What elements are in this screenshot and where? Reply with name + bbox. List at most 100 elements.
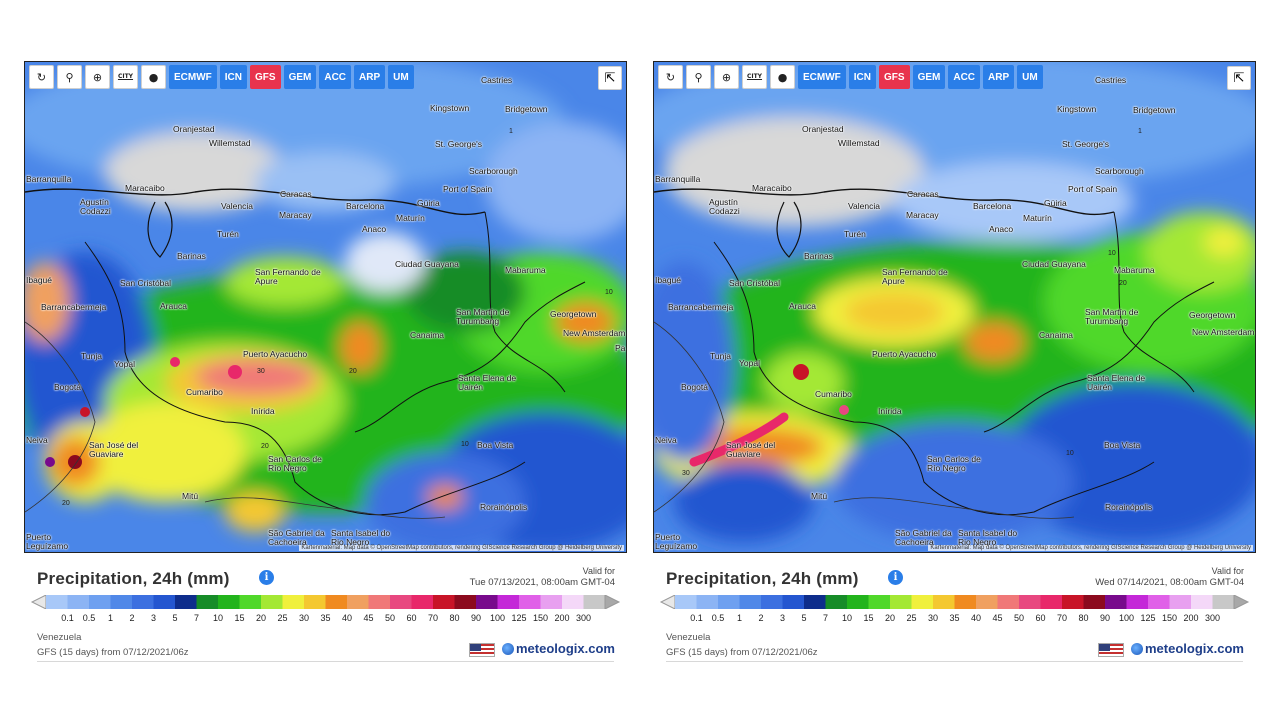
scale-tick-label: 40 bbox=[341, 613, 353, 623]
scale-ticks: 0.1 0.5 1 2 3 5 7 10 15 20 25 30 35 40 45 50 60 70 80 90 100… bbox=[653, 613, 1256, 625]
model-tab-icn[interactable]: ICN bbox=[848, 65, 877, 89]
scale-swatch bbox=[1040, 595, 1063, 609]
map-title: Precipitation, 24h (mm) bbox=[666, 569, 859, 588]
city-label: Santa Isabel do Rio Negro bbox=[958, 528, 1018, 547]
scale-tick-label: 80 bbox=[449, 613, 460, 623]
share-icon[interactable]: ⇱ bbox=[1227, 66, 1251, 90]
zoom-icon[interactable]: ⊕ bbox=[85, 65, 110, 89]
brand-logo[interactable]: meteologix.com bbox=[502, 641, 615, 656]
scale-swatch bbox=[1062, 595, 1084, 609]
region-label: Venezuela bbox=[666, 632, 711, 643]
scale-tick-label: 5 bbox=[172, 613, 178, 623]
city-label: Mitú bbox=[182, 491, 199, 501]
city-label: Caracas bbox=[907, 189, 939, 199]
city-label: Maracay bbox=[906, 210, 939, 220]
city-label: Kingstown bbox=[1057, 104, 1097, 114]
model-tab-ecmwf[interactable]: ECMWF bbox=[798, 65, 846, 89]
model-tab-gfs[interactable]: GFS bbox=[879, 65, 910, 89]
scale-tick-label: 300 bbox=[1204, 613, 1221, 623]
dot-icon[interactable]: ● bbox=[141, 65, 166, 89]
map-toolbar: ↻ ⚲ ⊕ CITY ● ECMWF ICN GFS GEM ACC ARP U… bbox=[658, 65, 1043, 89]
legend-area: Precipitation, 24h (mm) i Valid for Wed … bbox=[653, 553, 1256, 662]
city-label: São Gabriel da Cachoeira bbox=[268, 528, 325, 547]
city-toggle-icon[interactable]: CITY bbox=[742, 65, 767, 89]
city-label: Puerto Leguízamo bbox=[655, 532, 698, 551]
city-toggle-icon[interactable]: CITY bbox=[113, 65, 138, 89]
model-tab-gem[interactable]: GEM bbox=[912, 65, 946, 89]
precipitation-map[interactable]: ↻ ⚲ ⊕ CITY ● ECMWF ICN GFS GEM ACC ARP U… bbox=[24, 61, 627, 553]
scale-swatch bbox=[1212, 595, 1235, 609]
info-icon[interactable]: i bbox=[259, 570, 274, 585]
scale-swatch bbox=[1105, 595, 1127, 609]
city-label: Puerto Ayacucho bbox=[243, 349, 308, 359]
valid-date: Tue 07/13/2021, 08:00am GMT-04 bbox=[469, 577, 615, 588]
scale-tick-label: 90 bbox=[1099, 613, 1111, 623]
location-pin-icon[interactable]: ⚲ bbox=[686, 65, 711, 89]
city-label: Port of Spain bbox=[1068, 184, 1118, 194]
share-icon[interactable]: ⇱ bbox=[598, 66, 622, 90]
forecast-panel-left: ↻ ⚲ ⊕ CITY ● ECMWF ICN GFS GEM ACC ARP U… bbox=[24, 61, 627, 662]
city-label: Bridgetown bbox=[505, 104, 548, 114]
scale-swatch bbox=[718, 595, 740, 609]
info-icon[interactable]: i bbox=[888, 570, 903, 585]
scale-swatch bbox=[954, 595, 977, 609]
scale-tick-label: 15 bbox=[234, 613, 245, 623]
scale-arrow-right bbox=[1233, 595, 1250, 609]
city-label: Bridgetown bbox=[1133, 105, 1176, 115]
scale-tick-label: 80 bbox=[1078, 613, 1089, 623]
model-tab-arp[interactable]: ARP bbox=[983, 65, 1015, 89]
city-label: Turén bbox=[844, 229, 866, 239]
scale-swatch bbox=[89, 595, 111, 609]
scale-swatch bbox=[433, 595, 455, 609]
contour-label: 20 bbox=[261, 443, 269, 450]
us-flag-icon[interactable] bbox=[1098, 643, 1124, 657]
model-source: GFS (15 days) from 07/12/2021/06z bbox=[37, 647, 189, 658]
contour-label: 30 bbox=[257, 368, 265, 375]
us-flag-icon[interactable] bbox=[469, 643, 495, 657]
scale-swatch bbox=[890, 595, 912, 609]
map-attribution: Kartenmaterial: Map data © OpenStreetMap… bbox=[299, 545, 624, 551]
precipitation-field bbox=[654, 62, 1255, 552]
contour-label: 20 bbox=[1119, 280, 1127, 287]
scale-tick-label: 45 bbox=[363, 613, 374, 623]
model-tab-um[interactable]: UM bbox=[1017, 65, 1043, 89]
city-label: São Gabriel da Cachoeira bbox=[895, 528, 952, 547]
contour-label: 10 bbox=[461, 441, 469, 448]
scale-tick-label: 35 bbox=[949, 613, 960, 623]
model-tab-arp[interactable]: ARP bbox=[354, 65, 386, 89]
model-tab-gfs[interactable]: GFS bbox=[250, 65, 281, 89]
location-pin-icon[interactable]: ⚲ bbox=[57, 65, 82, 89]
model-tab-ecmwf[interactable]: ECMWF bbox=[169, 65, 217, 89]
city-label: Canaima bbox=[1039, 330, 1074, 340]
refresh-icon[interactable]: ↻ bbox=[658, 65, 683, 89]
city-label: Rorainópolis bbox=[1105, 502, 1153, 512]
city-label: Valencia bbox=[848, 201, 880, 211]
model-tab-acc[interactable]: ACC bbox=[948, 65, 981, 89]
scale-tick-label: 25 bbox=[277, 613, 288, 623]
scale-swatch bbox=[304, 595, 326, 609]
forecast-panel-right: ↻ ⚲ ⊕ CITY ● ECMWF ICN GFS GEM ACC ARP U… bbox=[653, 61, 1256, 662]
scale-swatch bbox=[1019, 595, 1041, 609]
city-label: Arauca bbox=[160, 301, 187, 311]
precipitation-map[interactable]: ↻ ⚲ ⊕ CITY ● ECMWF ICN GFS GEM ACC ARP U… bbox=[653, 61, 1256, 553]
refresh-icon[interactable]: ↻ bbox=[29, 65, 54, 89]
brand-logo[interactable]: meteologix.com bbox=[1131, 641, 1244, 656]
scale-tick-label: 150 bbox=[1161, 613, 1178, 623]
city-label: Maracaibo bbox=[125, 183, 165, 193]
scale-swatch bbox=[782, 595, 805, 609]
scale-swatch bbox=[1191, 595, 1213, 609]
city-label: Santa Elena de Uairén bbox=[1087, 373, 1146, 392]
dot-icon[interactable]: ● bbox=[770, 65, 795, 89]
scale-swatch bbox=[132, 595, 154, 609]
scale-swatch bbox=[997, 595, 1020, 609]
scale-tick-label: 40 bbox=[970, 613, 982, 623]
map-toolbar: ↻ ⚲ ⊕ CITY ● ECMWF ICN GFS GEM ACC ARP U… bbox=[29, 65, 414, 89]
model-tab-gem[interactable]: GEM bbox=[283, 65, 317, 89]
zoom-icon[interactable]: ⊕ bbox=[714, 65, 739, 89]
scale-tick-label: 70 bbox=[427, 613, 439, 623]
scale-tick-label: 60 bbox=[1035, 613, 1046, 623]
model-tab-icn[interactable]: ICN bbox=[219, 65, 248, 89]
model-tab-um[interactable]: UM bbox=[388, 65, 414, 89]
model-tab-acc[interactable]: ACC bbox=[319, 65, 352, 89]
valid-for-label: Valid for bbox=[1211, 566, 1244, 576]
